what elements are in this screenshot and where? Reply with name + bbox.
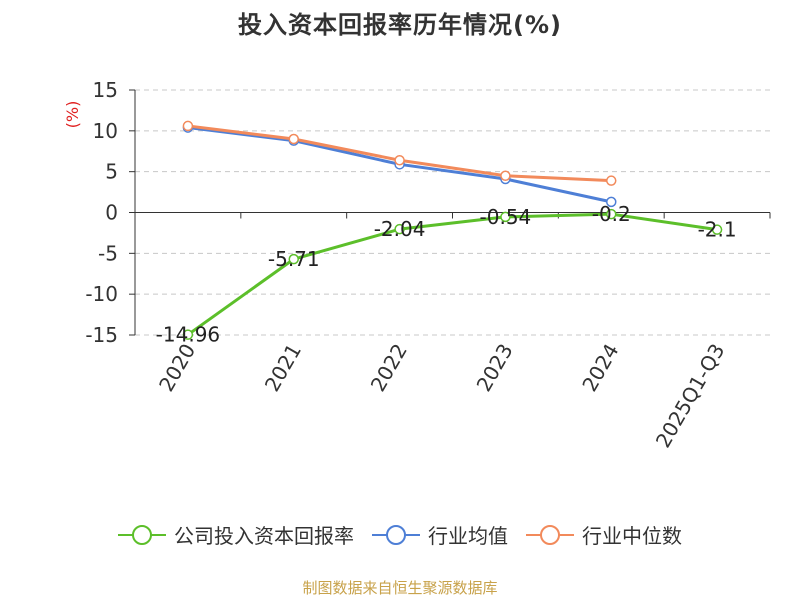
- data-point: [606, 196, 617, 208]
- data-label: -2.04: [374, 217, 426, 241]
- legend-label: 行业中位数: [582, 524, 682, 548]
- x-tick-label: 2021: [260, 340, 306, 396]
- legend-marker-icon: [526, 523, 574, 547]
- legend-marker-icon: [118, 523, 166, 547]
- data-point: [606, 175, 617, 186]
- y-tick-label: 0: [105, 201, 118, 225]
- data-label: -0.2: [592, 202, 631, 226]
- data-label: -0.54: [480, 205, 532, 229]
- data-point: [500, 170, 511, 181]
- series-markers: [182, 120, 723, 340]
- series-line: [187, 212, 718, 336]
- data-point: [182, 329, 194, 340]
- legend-label: 公司投入资本回报率: [174, 524, 354, 548]
- data-point: [500, 211, 511, 223]
- data-point: [288, 133, 299, 145]
- data-point: [394, 154, 405, 166]
- data-label: -14.96: [156, 323, 220, 347]
- y-tick-label: -15: [85, 323, 118, 347]
- data-point: [394, 223, 405, 235]
- legend: 公司投入资本回报率 行业均值 行业中位数: [0, 520, 800, 549]
- legend-item: 公司投入资本回报率: [118, 520, 354, 549]
- x-tick-label: 2022: [366, 340, 412, 396]
- x-tick-label: 2023: [472, 340, 518, 396]
- data-point: [606, 208, 617, 220]
- chart-title: 投入资本回报率历年情况(%): [238, 11, 562, 39]
- data-point: [288, 253, 299, 265]
- y-tick-label: 15: [93, 78, 118, 102]
- axes: 15 10 5 0 -5 -10 -15 (%) 2020 2021 2022 2023 2024 202…: [63, 78, 771, 452]
- legend-marker-icon: [372, 523, 420, 547]
- x-tick-label: 2025Q1-Q3: [651, 340, 730, 452]
- data-point: [182, 120, 194, 132]
- y-tick-label: -10: [85, 282, 118, 306]
- series-line: [187, 124, 612, 183]
- y-tick-label: 10: [93, 119, 118, 143]
- x-tick-label: 2020: [154, 340, 200, 396]
- legend-item: 行业中位数: [526, 520, 682, 549]
- data-labels: -14.96 -5.71 -2.04 -0.54 -0.2 -2.1: [156, 202, 737, 347]
- y-tick-label: -5: [98, 241, 118, 265]
- series-lines: [187, 124, 718, 336]
- legend-item: 行业均值: [372, 520, 508, 549]
- source-note: 制图数据来自恒生聚源数据库: [302, 579, 498, 597]
- data-label: -5.71: [268, 247, 320, 271]
- y-tick-label: 5: [105, 160, 118, 184]
- legend-label: 行业均值: [428, 524, 508, 548]
- x-tick-label: 2024: [577, 340, 623, 396]
- y-axis-label: (%): [63, 101, 82, 129]
- data-point: [711, 224, 723, 235]
- data-label: -2.1: [698, 218, 737, 242]
